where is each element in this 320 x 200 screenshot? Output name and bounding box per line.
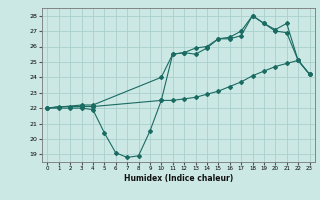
X-axis label: Humidex (Indice chaleur): Humidex (Indice chaleur) <box>124 174 233 183</box>
